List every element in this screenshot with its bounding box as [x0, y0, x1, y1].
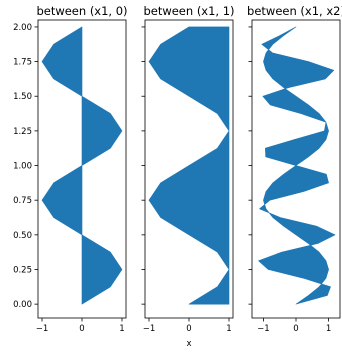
y-tick-label: 0.00 — [13, 300, 32, 310]
x-tick-label: 0 — [186, 324, 191, 334]
fill-region-series-0 — [258, 26, 336, 305]
subplot-between-x1-0: between (x1, 0) −1 0 1 0.00 0.25 0.50 0.75 1.00 1… — [13, 4, 127, 334]
subplot-title: between (x1, x2) — [247, 4, 342, 18]
x-tick-label: 0 — [79, 324, 84, 334]
subplot-between-x1-1: between (x1, 1) −1 0 1 x — [141, 4, 235, 349]
subplot-between-x1-x2: between (x1, x2) −1 0 1 — [247, 4, 342, 334]
x-tick-label: −1 — [36, 324, 49, 334]
fill-region-series-0 — [41, 26, 123, 305]
y-tick-label: 0.75 — [13, 196, 32, 206]
y-tick-label: 1.50 — [13, 92, 32, 102]
subplot-title: between (x1, 1) — [143, 4, 234, 18]
y-tick-label: 1.00 — [13, 162, 32, 172]
fill-region-series-0 — [148, 26, 230, 305]
x-tick-label: −1 — [257, 324, 270, 334]
y-tick-label: 1.25 — [13, 127, 32, 137]
x-tick-label: 1 — [119, 324, 124, 334]
x-tick-label: 1 — [326, 324, 331, 334]
x-tick-label: 1 — [226, 324, 231, 334]
x-tick-label: 0 — [293, 324, 298, 334]
x-tick-label: −1 — [143, 324, 156, 334]
x-axis-label: x — [186, 339, 191, 349]
y-tick-label: 0.25 — [13, 265, 32, 275]
y-tick-label: 1.75 — [13, 58, 32, 68]
y-tick-label: 0.50 — [13, 231, 32, 241]
y-tick-label: 2.00 — [13, 23, 32, 33]
subplot-title: between (x1, 0) — [36, 4, 127, 18]
